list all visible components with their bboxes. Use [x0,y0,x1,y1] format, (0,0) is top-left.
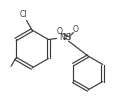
Text: O: O [72,26,78,35]
Text: NH: NH [59,34,70,43]
Text: Cl: Cl [20,10,27,19]
Text: O: O [57,27,63,36]
Text: S: S [66,34,71,43]
